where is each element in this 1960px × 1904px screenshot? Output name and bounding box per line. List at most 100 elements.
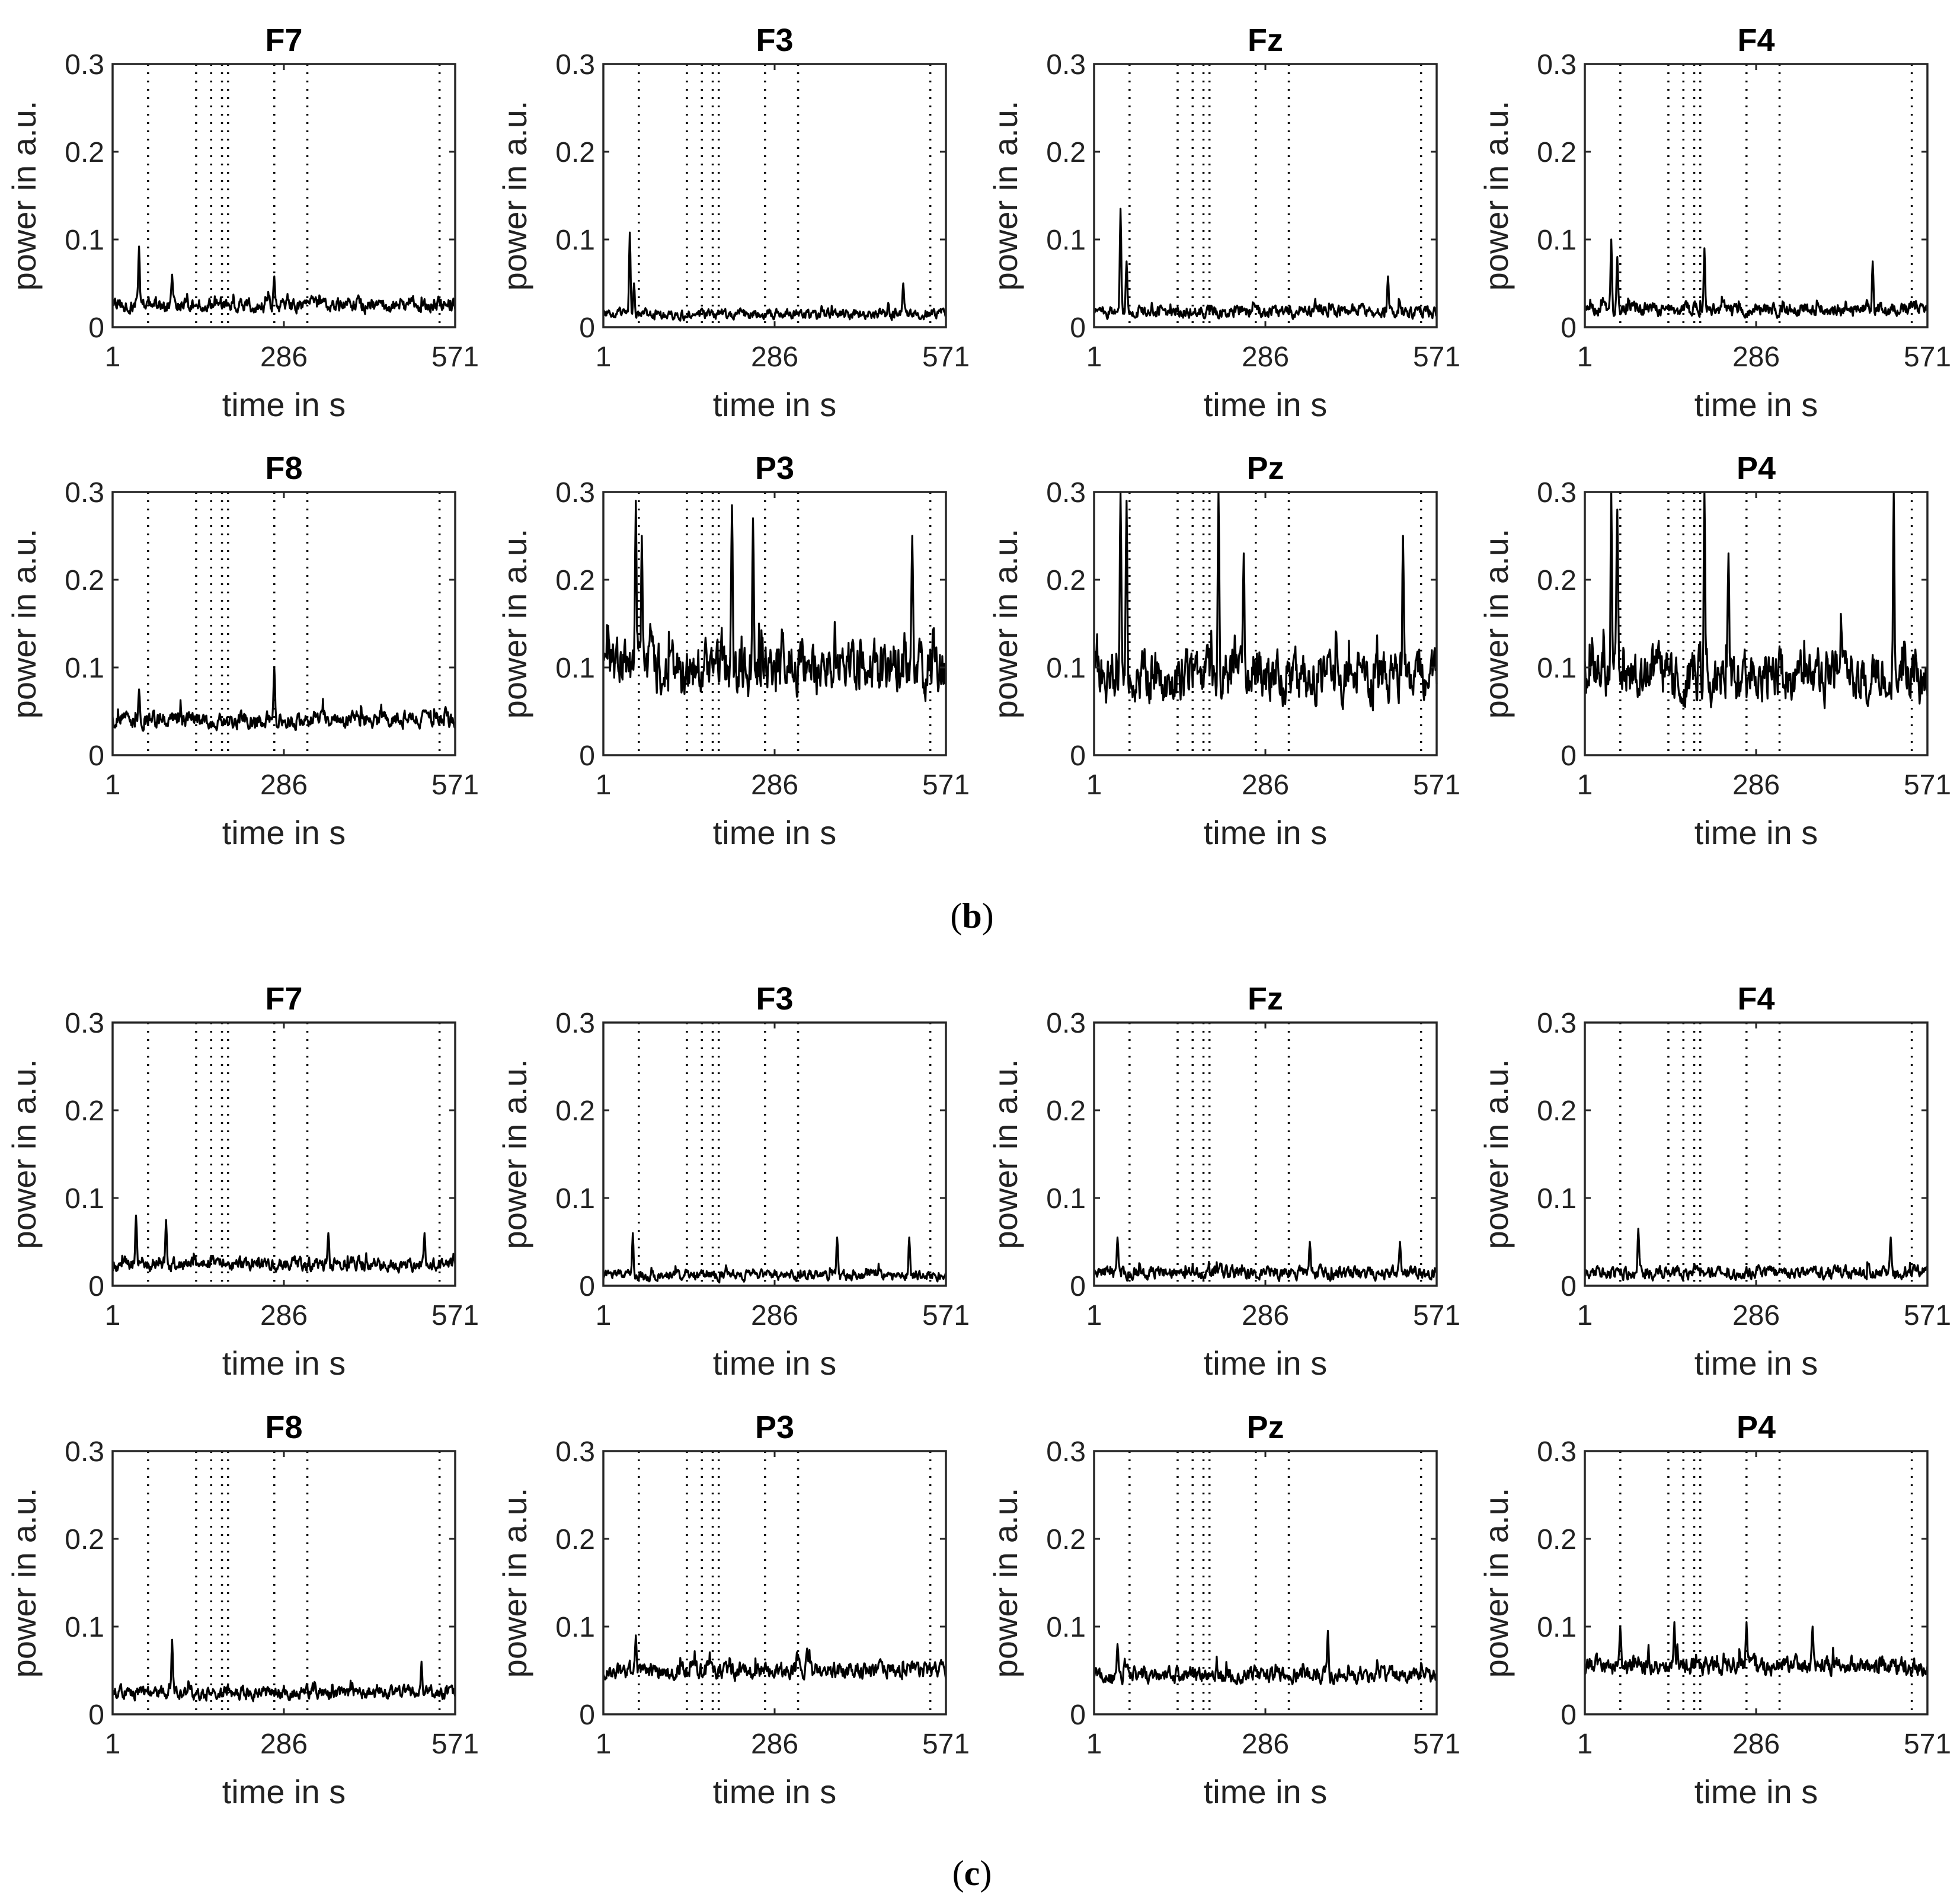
y-tick-label: 0.3 <box>1046 477 1086 509</box>
y-axis-label: power in a.u. <box>496 1059 533 1250</box>
plot-area <box>113 64 455 327</box>
plot-area <box>1094 1023 1437 1286</box>
panel-caption-c: (c) <box>952 1854 992 1893</box>
plot-area <box>1094 492 1437 755</box>
subplot-title: Pz <box>1246 451 1284 486</box>
x-tick-label: 571 <box>1413 341 1460 373</box>
y-axis-label: power in a.u. <box>5 101 43 291</box>
subplot-title: F8 <box>265 1410 302 1445</box>
y-tick-label: 0.1 <box>1046 1612 1086 1643</box>
y-tick-label: 0.3 <box>65 477 104 509</box>
y-axis-label: power in a.u. <box>496 1488 533 1678</box>
x-axis-label: time in s <box>222 1773 346 1810</box>
x-axis-label: time in s <box>1694 1344 1818 1382</box>
x-tick-label: 571 <box>1904 1300 1951 1331</box>
plot-area <box>1585 1451 1927 1714</box>
x-tick-label: 1 <box>1577 769 1593 801</box>
y-tick-label: 0.3 <box>555 477 595 509</box>
series-line-P3 <box>602 500 947 702</box>
y-tick-label: 0.3 <box>1537 477 1577 509</box>
subplot-title: P4 <box>1737 1410 1776 1445</box>
y-tick-label: 0.1 <box>1537 225 1577 256</box>
x-tick-label: 1 <box>105 341 121 373</box>
series-line-P4 <box>1584 1621 1929 1678</box>
plot-area <box>1585 64 1927 327</box>
subplot-title: F3 <box>756 981 793 1017</box>
plot-area <box>113 1451 455 1714</box>
y-tick-label: 0.3 <box>1537 1436 1577 1468</box>
x-tick-label: 286 <box>751 769 798 801</box>
y-tick-label: 0 <box>1561 740 1577 772</box>
y-tick-label: 0.3 <box>65 49 104 81</box>
figure-panels: 0 0.1 0.2 0.3 1 286 571 F7 time in s power in a.u… <box>5 23 1951 1893</box>
caption-close-paren: ) <box>982 896 994 935</box>
y-axis-label: power in a.u. <box>1478 1059 1515 1250</box>
panel-c: 0 0.1 0.2 0.3 1 286 571 F7 time in s power in a.u… <box>5 981 1951 1893</box>
y-tick-label: 0.1 <box>555 225 595 256</box>
y-axis-label: power in a.u. <box>987 1488 1024 1678</box>
x-tick-label: 1 <box>596 769 612 801</box>
x-tick-label: 571 <box>431 1729 479 1760</box>
x-tick-label: 571 <box>431 769 479 801</box>
y-axis-label: power in a.u. <box>987 529 1024 719</box>
y-tick-label: 0 <box>1561 1271 1577 1302</box>
y-tick-label: 0.1 <box>1046 1183 1086 1215</box>
y-tick-label: 0.3 <box>1046 1008 1086 1039</box>
y-tick-label: 0 <box>88 1699 104 1731</box>
series-line-Fz <box>1093 207 1437 320</box>
y-tick-label: 0 <box>579 312 595 344</box>
x-tick-label: 571 <box>1413 1300 1460 1331</box>
y-tick-label: 0.1 <box>1046 653 1086 684</box>
subplot-title: P3 <box>755 451 794 486</box>
x-tick-label: 571 <box>922 1729 970 1760</box>
x-tick-label: 1 <box>596 1300 612 1331</box>
plot-area <box>603 64 946 327</box>
y-tick-label: 0 <box>579 740 595 772</box>
series-line-P4 <box>1584 491 1929 710</box>
plot-area <box>1585 1023 1927 1286</box>
y-tick-label: 0 <box>1070 1699 1086 1731</box>
y-tick-label: 0 <box>1070 312 1086 344</box>
x-tick-label: 286 <box>1732 1300 1780 1331</box>
x-tick-label: 286 <box>1242 1729 1289 1760</box>
series-line-F4 <box>1584 238 1929 319</box>
series-line-F3 <box>602 1232 947 1284</box>
x-axis-label: time in s <box>713 1773 837 1810</box>
y-tick-label: 0.2 <box>1046 1095 1086 1127</box>
series-line-F4 <box>1584 1228 1929 1282</box>
y-axis-label: power in a.u. <box>1478 1488 1515 1678</box>
subplot-b-P3: 0 0.1 0.2 0.3 1 286 571 P3 time in s power in a.u… <box>496 451 970 851</box>
x-tick-label: 286 <box>1732 341 1780 373</box>
y-tick-label: 0.1 <box>1537 1612 1577 1643</box>
y-axis-label: power in a.u. <box>1478 529 1515 719</box>
x-tick-label: 286 <box>260 1729 308 1760</box>
caption-letter: b <box>962 896 981 935</box>
y-tick-label: 0.1 <box>555 653 595 684</box>
x-tick-label: 571 <box>922 1300 970 1331</box>
x-tick-label: 1 <box>1577 1300 1593 1331</box>
series-line-F8 <box>111 666 456 732</box>
y-tick-label: 0.1 <box>1537 1183 1577 1215</box>
plot-area <box>1585 492 1927 755</box>
plot-area <box>1094 64 1437 327</box>
x-axis-label: time in s <box>222 386 346 423</box>
subplot-title: P3 <box>755 1410 794 1445</box>
y-tick-label: 0.1 <box>65 1183 104 1215</box>
x-tick-label: 286 <box>1242 1300 1289 1331</box>
subplot-b-F8: 0 0.1 0.2 0.3 1 286 571 F8 time in s power in a.u… <box>5 451 479 851</box>
x-axis-label: time in s <box>1694 814 1818 851</box>
series-line-F3 <box>602 231 947 322</box>
y-tick-label: 0.3 <box>1537 49 1577 81</box>
x-tick-label: 1 <box>1086 769 1102 801</box>
plot-area <box>113 1023 455 1286</box>
x-tick-label: 571 <box>922 341 970 373</box>
x-tick-label: 571 <box>1413 1729 1460 1760</box>
subplot-c-Fz: 0 0.1 0.2 0.3 1 286 571 Fz time in s power in a.u… <box>987 981 1460 1382</box>
y-tick-label: 0.3 <box>1537 1008 1577 1039</box>
x-axis-label: time in s <box>1694 386 1818 423</box>
y-tick-label: 0 <box>88 312 104 344</box>
x-tick-label: 1 <box>105 1729 121 1760</box>
y-tick-label: 0.2 <box>65 137 104 168</box>
y-tick-label: 0.2 <box>1537 565 1577 596</box>
subplot-title: F7 <box>265 981 302 1017</box>
